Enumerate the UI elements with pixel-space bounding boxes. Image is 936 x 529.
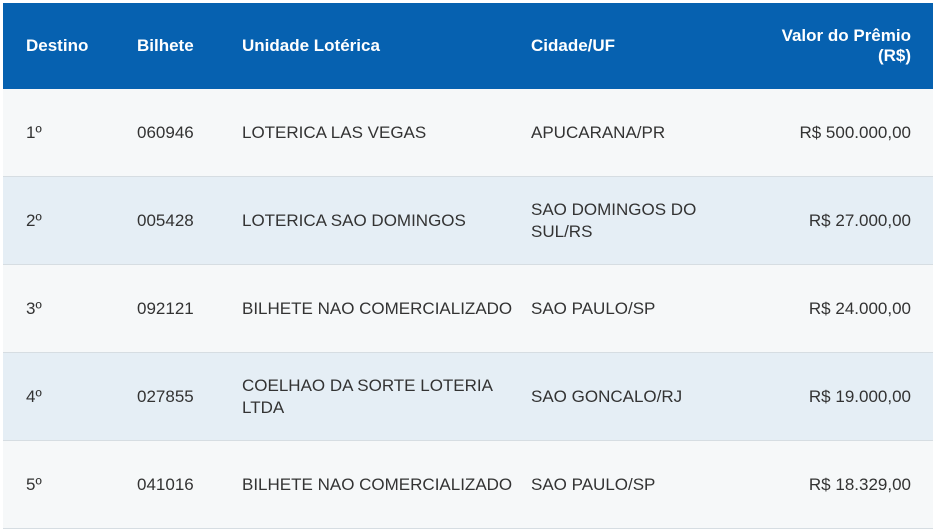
header-valor-line2: (R$)	[877, 46, 911, 65]
cell-bilhete: 005428	[137, 176, 242, 265]
cell-bilhete: 041016	[137, 440, 242, 529]
cell-cidade: APUCARANA/PR	[531, 89, 731, 177]
table-row: 3º 092121 BILHETE NAO COMERCIALIZADO SAO…	[3, 264, 933, 353]
prize-results-table: Destino Bilhete Unidade Lotérica Cidade/…	[3, 3, 933, 529]
cell-destino: 3º	[3, 264, 137, 353]
table-row: 2º 005428 LOTERICA SAO DOMINGOS SAO DOMI…	[3, 176, 933, 265]
cell-cidade: SAO PAULO/SP	[531, 440, 731, 529]
cell-cidade: SAO DOMINGOS DO SUL/RS	[531, 176, 731, 265]
cell-destino: 5º	[3, 440, 137, 529]
table-row: 5º 041016 BILHETE NAO COMERCIALIZADO SAO…	[3, 440, 933, 529]
cell-cidade: SAO PAULO/SP	[531, 264, 731, 353]
cell-unidade: BILHETE NAO COMERCIALIZADO	[242, 264, 531, 353]
cell-valor: R$ 500.000,00	[731, 89, 933, 177]
table-row: 1º 060946 LOTERICA LAS VEGAS APUCARANA/P…	[3, 89, 933, 177]
cell-unidade: BILHETE NAO COMERCIALIZADO	[242, 440, 531, 529]
cell-destino: 4º	[3, 352, 137, 441]
header-destino: Destino	[3, 3, 137, 89]
cell-unidade: COELHAO DA SORTE LOTERIA LTDA	[242, 352, 531, 441]
cell-valor: R$ 19.000,00	[731, 352, 933, 441]
cell-bilhete: 060946	[137, 89, 242, 177]
table-row: 4º 027855 COELHAO DA SORTE LOTERIA LTDA …	[3, 352, 933, 441]
cell-destino: 1º	[3, 89, 137, 177]
cell-bilhete: 092121	[137, 264, 242, 353]
header-cidade-uf: Cidade/UF	[531, 3, 731, 89]
header-valor-premio: Valor do Prêmio (R$)	[731, 3, 933, 89]
header-unidade-loterica: Unidade Lotérica	[242, 3, 531, 89]
cell-valor: R$ 27.000,00	[731, 176, 933, 265]
header-bilhete: Bilhete	[137, 3, 242, 89]
header-valor-line1: Valor do Prêmio	[781, 26, 911, 45]
cell-cidade: SAO GONCALO/RJ	[531, 352, 731, 441]
cell-valor: R$ 24.000,00	[731, 264, 933, 353]
cell-bilhete: 027855	[137, 352, 242, 441]
cell-destino: 2º	[3, 176, 137, 265]
table-header-row: Destino Bilhete Unidade Lotérica Cidade/…	[3, 3, 933, 89]
cell-unidade: LOTERICA LAS VEGAS	[242, 89, 531, 177]
cell-valor: R$ 18.329,00	[731, 440, 933, 529]
cell-unidade: LOTERICA SAO DOMINGOS	[242, 176, 531, 265]
